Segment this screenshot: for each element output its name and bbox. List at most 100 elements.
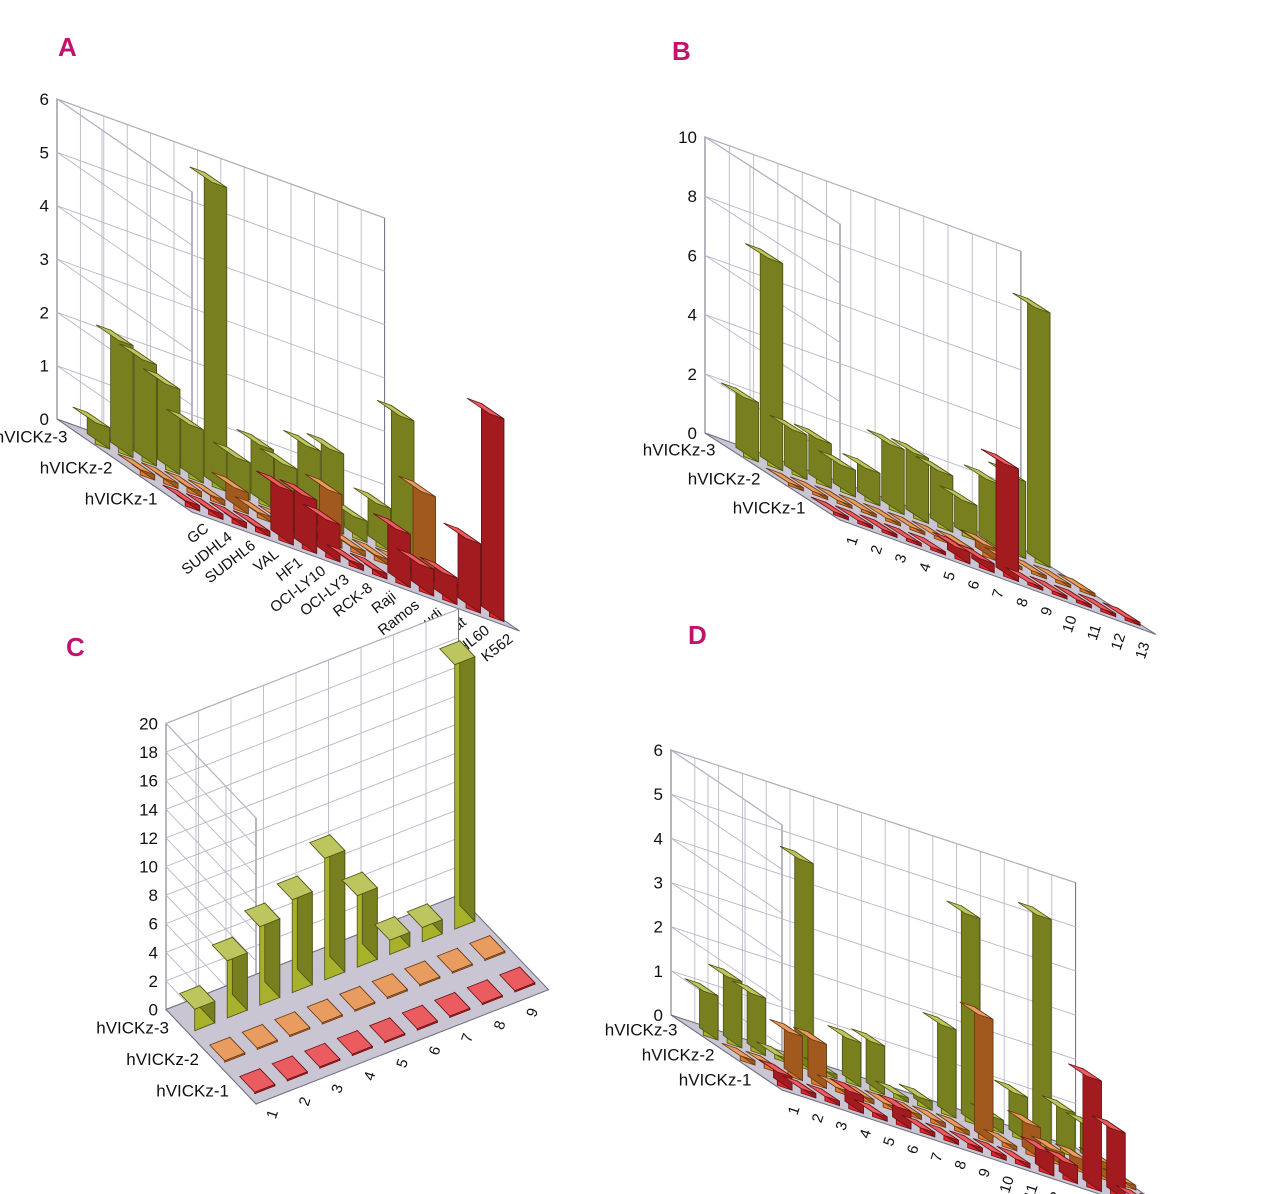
bar: [373, 513, 411, 589]
bar: [948, 1130, 983, 1154]
bar: [1053, 584, 1092, 609]
bar-top-face: [890, 438, 929, 459]
category-label: 8: [1013, 596, 1032, 609]
bar-top-face: [72, 406, 110, 429]
bar: [890, 438, 929, 525]
bar-top-face: [862, 502, 901, 524]
category-label: 7: [928, 1151, 947, 1164]
bar: [829, 1078, 864, 1115]
bar-top-face: [276, 875, 313, 901]
series-label: hVICKz-3: [643, 441, 716, 460]
bar-top-face: [211, 471, 249, 494]
category-label: 8: [491, 1019, 510, 1032]
panel-letter: D: [688, 620, 707, 650]
bar-top-face: [142, 368, 181, 390]
bar: [1102, 602, 1141, 627]
bar: [983, 1128, 1018, 1152]
bar-top-face: [996, 1145, 1031, 1165]
z-tick-label: 1: [654, 962, 663, 981]
bar: [1012, 292, 1051, 569]
bar: [925, 1122, 959, 1146]
bar-top-face: [341, 871, 379, 897]
bar-top-face: [1077, 593, 1116, 615]
z-tick-label: 2: [688, 365, 697, 384]
category-label: 3: [328, 1082, 347, 1095]
bar: [935, 1113, 970, 1137]
bar-top-face: [1067, 1063, 1102, 1082]
category-label: 4: [361, 1070, 380, 1083]
bar-side-face: [480, 402, 505, 623]
z-tick-label: 5: [654, 785, 663, 804]
bar-top-face: [185, 493, 224, 515]
bar: [842, 453, 881, 507]
bar-top-face: [236, 428, 274, 451]
bar-top-face: [373, 513, 411, 535]
bar-top-face: [887, 511, 926, 533]
bar-top-face: [164, 470, 202, 493]
bar: [853, 1099, 888, 1123]
bar-top-face: [758, 1059, 793, 1078]
bar-top-face: [259, 448, 298, 470]
bar-top-face: [439, 640, 476, 666]
bar-top-face: [960, 529, 999, 550]
bar-top-face: [851, 1028, 885, 1047]
bar-top-face: [466, 979, 504, 1004]
bar-top-face: [1005, 567, 1044, 588]
z-tick-label: 0: [149, 1001, 158, 1020]
bar: [164, 470, 202, 498]
bar-top-face: [443, 522, 481, 545]
bar-top-face: [466, 397, 505, 420]
bar-top-face: [1017, 901, 1052, 920]
z-tick-label: 18: [139, 743, 158, 762]
bar: [907, 531, 946, 556]
bar-top-face: [853, 1099, 888, 1118]
bar-top-face: [842, 453, 881, 474]
series-label: hVICKz-1: [679, 1071, 752, 1090]
bar-top-face: [1041, 1095, 1076, 1114]
z-tick-label: 6: [40, 90, 49, 109]
bar: [142, 368, 181, 476]
z-tick-label: 4: [149, 943, 158, 962]
bar: [211, 936, 249, 1019]
bar: [972, 1138, 1007, 1162]
bar: [862, 502, 901, 527]
bar: [436, 947, 474, 974]
bar-top-face: [373, 916, 411, 941]
bar-top-face: [401, 1004, 439, 1030]
bar: [769, 414, 808, 481]
z-tick-label: 10: [678, 128, 697, 147]
bar-top-face: [769, 414, 808, 436]
bar-top-face: [117, 453, 155, 476]
z-tick-label: 6: [654, 741, 663, 760]
bar-top-face: [935, 529, 974, 550]
bar: [498, 966, 536, 993]
bar: [211, 471, 249, 515]
bar-top-face: [338, 985, 376, 1011]
bar: [119, 343, 157, 467]
bar: [1115, 1184, 1137, 1194]
series-label: hVICKz-3: [0, 428, 68, 447]
bar-side-face: [1082, 1067, 1102, 1193]
bar: [443, 522, 481, 614]
bar-top-face: [351, 538, 389, 561]
bar-top-face: [211, 936, 249, 962]
bar-top-face: [993, 1079, 1028, 1098]
z-tick-label: 20: [139, 715, 158, 734]
bar: [338, 985, 376, 1012]
bar: [353, 487, 391, 552]
bar: [1029, 575, 1068, 600]
bar: [769, 1018, 803, 1082]
bar: [838, 494, 877, 519]
category-label: 1: [785, 1104, 804, 1117]
bars: [720, 243, 1141, 627]
bar: [209, 501, 247, 529]
bar: [789, 476, 829, 501]
bar: [371, 972, 409, 1000]
z-tick-label: 0: [654, 1006, 663, 1025]
bar-top-face: [838, 494, 877, 515]
bar-top-face: [302, 503, 341, 526]
bar: [1091, 1115, 1126, 1194]
panel-letter: A: [58, 32, 77, 62]
